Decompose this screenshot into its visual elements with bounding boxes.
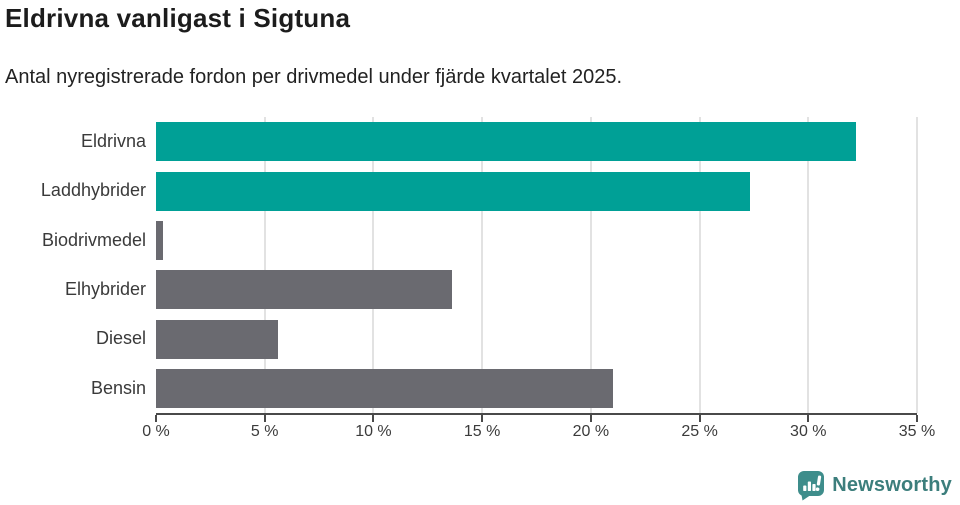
axis-tick [698,415,701,422]
axis-tick-label: 25 % [681,423,718,440]
category-label-bensin: Bensin [90,377,146,398]
axis-tick-label: 0 % [142,423,170,440]
x-axis-tick-labels: 0 % 5 % 10 % 15 % 20 % 25 % 30 % 35 % [142,423,935,445]
axis-tick [916,415,918,422]
axis-tick [481,415,484,422]
chart-subtitle: Antal nyregistrerade fordon per drivmede… [5,66,623,88]
category-label-laddhybrider: Laddhybrider [40,180,146,201]
gridline [589,117,592,413]
axis-tick [807,415,810,422]
axis-tick-label: 20 % [572,423,610,440]
bar-laddhybrider [156,171,750,211]
axis-tick [155,415,157,422]
axis-tick [263,415,266,422]
axis-tick-label: 5 % [250,423,279,440]
category-label-biodrivmedel: Biodrivmedel [41,229,146,250]
axis-tick [589,415,592,422]
category-label-elhybrider: Elhybrider [64,279,146,299]
brand-footer: Newsworthy [797,470,952,501]
axis-tick-label: 30 % [790,423,827,440]
plot-area [156,117,918,415]
axis-tick-label: 35 % [898,423,936,440]
newsworthy-logo-icon [797,470,825,501]
axis-tick [372,415,375,422]
bar-biodrivmedel [156,220,163,260]
gridline [372,117,375,413]
gridline [263,117,266,413]
bar-bensin [156,368,613,408]
category-label-diesel: Diesel [95,328,146,349]
x-axis-ticks [155,415,918,423]
category-axis: Eldrivna Laddhybrider Biodrivmedel Elhybrid… [0,117,146,413]
chart-title: Eldrivna vanligast i Sigtuna [5,3,351,33]
bar-eldrivna [156,122,857,162]
gridline [807,117,810,413]
gridline [698,117,701,413]
axis-tick-label: 10 % [355,423,392,440]
axis-tick-label: 15 % [463,423,501,440]
category-label-eldrivna: Eldrivna [80,131,146,151]
bar-elhybrider [156,270,452,310]
gridline [481,117,484,413]
brand-wordmark: Newsworthy [832,474,952,496]
bar-diesel [156,319,278,359]
gridline [916,117,918,413]
